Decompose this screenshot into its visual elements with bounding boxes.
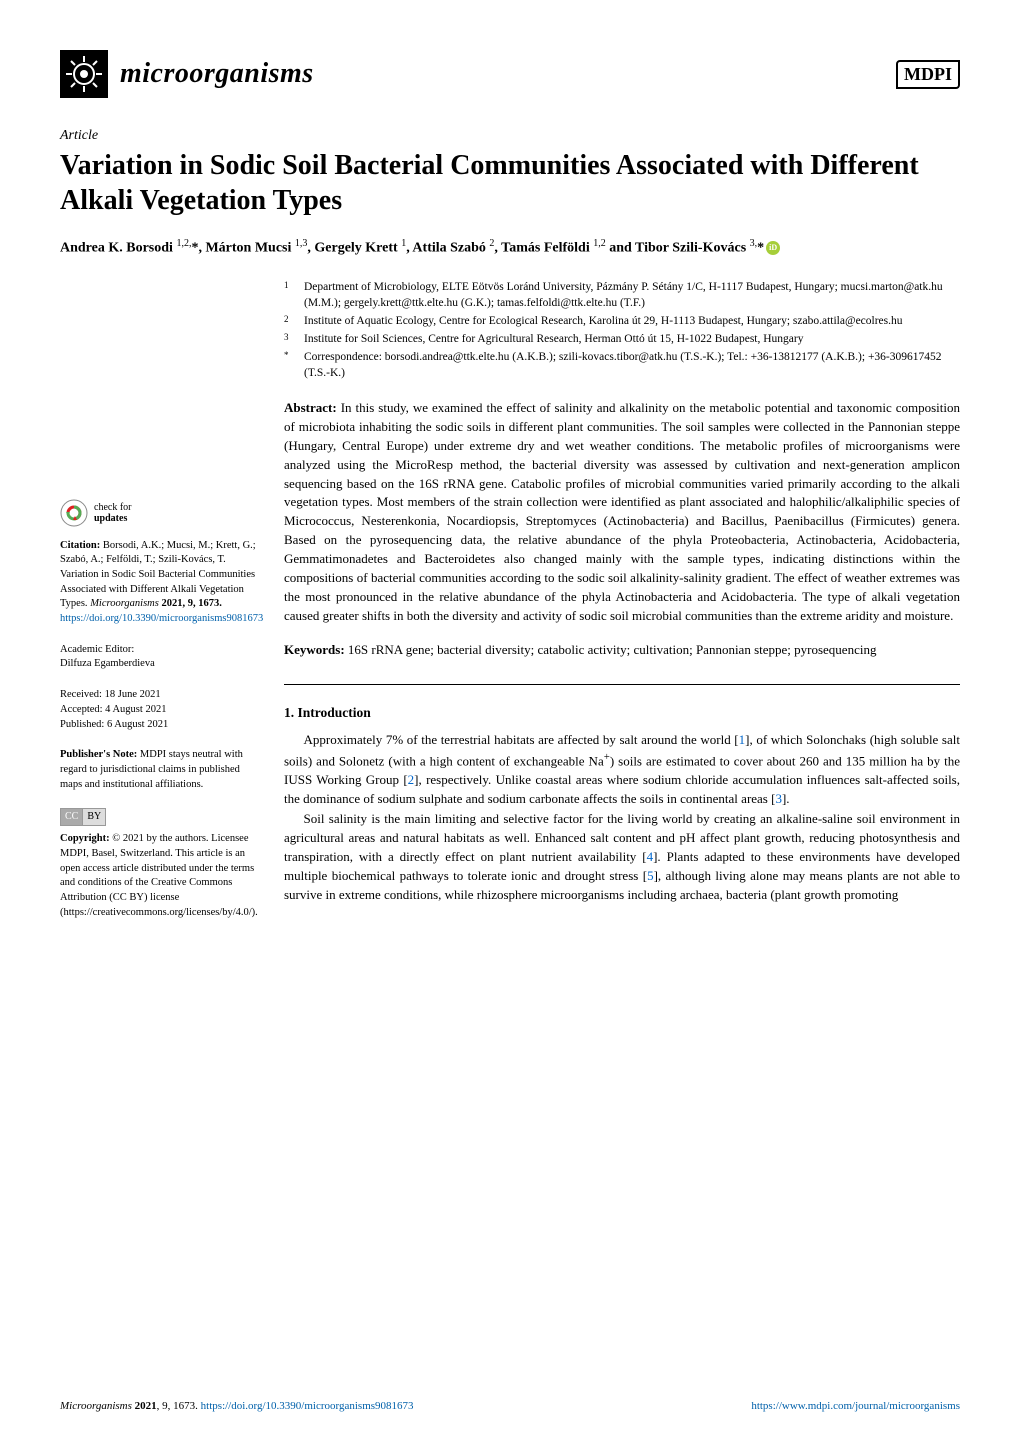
dates-block: Received: 18 June 2021 Accepted: 4 Augus… — [60, 688, 260, 732]
author-affil: 1,2, — [176, 238, 191, 249]
affiliation-row: * Correspondence: borsodi.andrea@ttk.elt… — [284, 349, 960, 381]
affil-num: 3 — [284, 331, 296, 347]
main-column: 1 Department of Microbiology, ELTE Eötvö… — [284, 279, 960, 937]
affiliations: 1 Department of Microbiology, ELTE Eötvö… — [284, 279, 960, 382]
article-title: Variation in Sodic Soil Bacterial Commun… — [60, 148, 960, 218]
affil-text: Institute for Soil Sciences, Centre for … — [304, 331, 804, 347]
accepted-date: Accepted: 4 August 2021 — [60, 703, 260, 718]
orcid-icon[interactable] — [766, 241, 780, 255]
footer-year: 2021 — [135, 1400, 157, 1412]
keywords-text: 16S rRNA gene; bacterial diversity; cata… — [345, 642, 877, 657]
journal-icon — [60, 50, 108, 98]
affiliation-row: 1 Department of Microbiology, ELTE Eötvö… — [284, 279, 960, 311]
editor-name: Dilfuza Egamberdieva — [60, 657, 260, 672]
check-for-updates[interactable]: check for updates — [60, 499, 260, 527]
publishers-note-block: Publisher's Note: MDPI stays neutral wit… — [60, 748, 260, 792]
citation-doi-link[interactable]: https://doi.org/10.3390/microorganisms90… — [60, 613, 263, 624]
author-text: , Gergely Krett — [307, 241, 401, 256]
author-text: Andrea K. Borsodi — [60, 241, 176, 256]
editor-label: Academic Editor: — [60, 643, 260, 658]
affil-num: 1 — [284, 279, 296, 311]
abstract-label: Abstract: — [284, 400, 337, 415]
body-text: Approximately 7% of the terrestrial habi… — [284, 731, 960, 905]
footer-left: Microorganisms 2021, 9, 1673. https://do… — [60, 1400, 414, 1412]
abstract: Abstract: In this study, we examined the… — [284, 399, 960, 625]
footer-right: https://www.mdpi.com/journal/microorgani… — [751, 1400, 960, 1412]
sidebar: check for updates Citation: Borsodi, A.K… — [60, 279, 260, 937]
abstract-text: In this study, we examined the effect of… — [284, 400, 960, 622]
check-updates-top: check for — [94, 502, 131, 513]
body-span: ]. — [782, 791, 790, 806]
section-heading: 1. Introduction — [284, 703, 960, 723]
journal-name: microorganisms — [120, 58, 314, 90]
author-affil: 1,2 — [593, 238, 606, 249]
cc-icon: CC — [60, 808, 82, 826]
license-block: CCBY Copyright: © 2021 by the authors. L… — [60, 808, 260, 920]
author-text: and Tibor Szili-Kovács — [606, 241, 750, 256]
affiliation-row: 2 Institute of Aquatic Ecology, Centre f… — [284, 313, 960, 329]
footer-journal: Microorganisms — [60, 1400, 135, 1412]
divider — [284, 684, 960, 685]
affil-text: Correspondence: borsodi.andrea@ttk.elte.… — [304, 349, 960, 381]
citation-label: Citation: — [60, 540, 100, 551]
check-updates-icon — [60, 499, 88, 527]
authors: Andrea K. Borsodi 1,2, * , Márton Mucsi 1,… — [60, 236, 960, 259]
corresponding-star: * — [757, 241, 764, 256]
copyright-text: © 2021 by the authors. Licensee MDPI, Ba… — [60, 833, 258, 917]
affil-num: 2 — [284, 313, 296, 329]
editor-block: Academic Editor: Dilfuza Egamberdieva — [60, 643, 260, 672]
keywords-label: Keywords: — [284, 642, 345, 657]
page-footer: Microorganisms 2021, 9, 1673. https://do… — [60, 1400, 960, 1412]
citation-block: Citation: Borsodi, A.K.; Mucsi, M.; Kret… — [60, 539, 260, 627]
paragraph: Soil salinity is the main limiting and s… — [284, 810, 960, 904]
author-text: , Márton Mucsi — [198, 241, 294, 256]
footer-rest: , 9, 1673. — [157, 1400, 201, 1412]
published-date: Published: 6 August 2021 — [60, 718, 260, 733]
publishers-note-label: Publisher's Note: — [60, 749, 137, 760]
affil-num: * — [284, 349, 296, 381]
affiliation-row: 3 Institute for Soil Sciences, Centre fo… — [284, 331, 960, 347]
footer-doi-link[interactable]: https://doi.org/10.3390/microorganisms90… — [201, 1400, 414, 1412]
author-text: , Tamás Felföldi — [494, 241, 593, 256]
copyright-label: Copyright: — [60, 833, 110, 844]
affil-text: Institute of Aquatic Ecology, Centre for… — [304, 313, 903, 329]
page-header: microorganisms MDPI — [60, 50, 960, 98]
author-text: , Attila Szabó — [406, 241, 489, 256]
by-icon: BY — [82, 808, 106, 826]
received-date: Received: 18 June 2021 — [60, 688, 260, 703]
check-updates-label: check for updates — [94, 502, 131, 524]
check-updates-bot: updates — [94, 513, 131, 524]
author-affil: 1,3 — [295, 238, 308, 249]
keywords: Keywords: 16S rRNA gene; bacterial diver… — [284, 641, 960, 660]
journal-logo: microorganisms — [60, 50, 314, 98]
publisher-logo: MDPI — [896, 60, 960, 89]
citation-year-vol: 2021, 9, 1673. — [159, 598, 222, 609]
footer-journal-link[interactable]: https://www.mdpi.com/journal/microorgani… — [751, 1400, 960, 1412]
affil-text: Department of Microbiology, ELTE Eötvös … — [304, 279, 960, 311]
citation-journal: Microorganisms — [90, 598, 159, 609]
paragraph: Approximately 7% of the terrestrial habi… — [284, 731, 960, 809]
article-type: Article — [60, 128, 960, 144]
cc-by-badge[interactable]: CCBY — [60, 808, 106, 826]
body-span: Approximately 7% of the terrestrial habi… — [304, 732, 739, 747]
